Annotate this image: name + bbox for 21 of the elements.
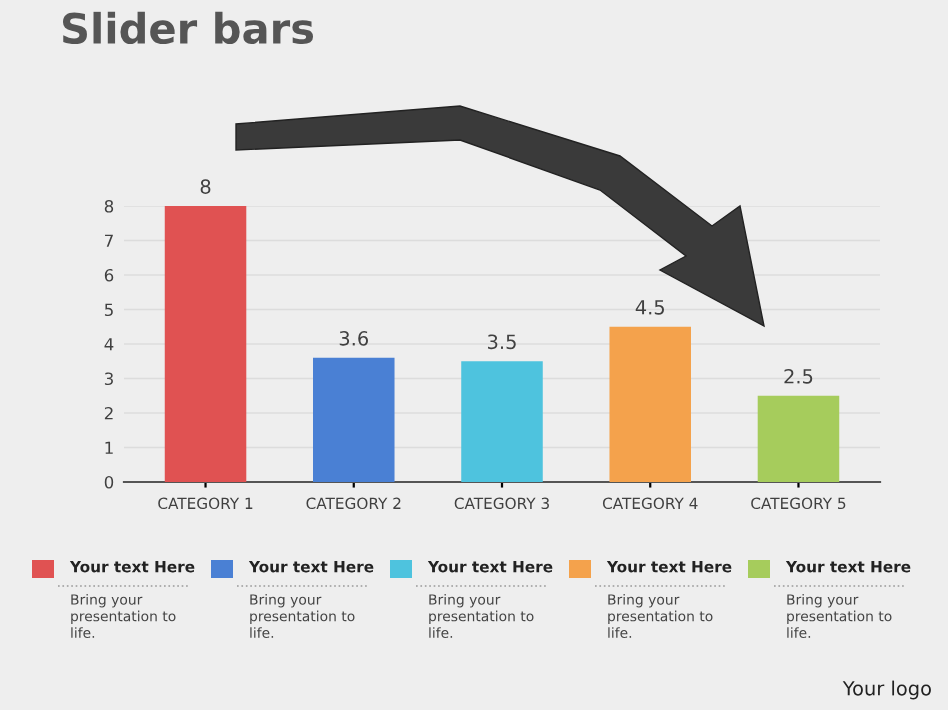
y-tick-label: 1 xyxy=(105,441,113,454)
bar xyxy=(313,357,395,482)
y-tick-label: 8 xyxy=(104,199,114,213)
chart-title: Slider bars xyxy=(62,11,314,45)
y-tick-label: 6 xyxy=(104,268,114,282)
y-tick-label: 3 xyxy=(104,372,113,386)
data-label: 3.5 xyxy=(488,334,516,350)
y-tick-label: 4 xyxy=(104,338,114,351)
data-label: 8 xyxy=(200,179,211,194)
bar xyxy=(164,206,247,482)
bar xyxy=(461,361,543,482)
data-label: 4.5 xyxy=(635,300,664,315)
y-tick-label: 5 xyxy=(104,303,113,317)
y-tick-label: 2 xyxy=(104,406,113,420)
text: Your logo xyxy=(842,680,931,700)
data-label: 2.5 xyxy=(784,368,813,384)
data-label: 3.6 xyxy=(339,330,368,346)
y-tick-label: 0 xyxy=(104,475,114,489)
bar xyxy=(609,326,691,482)
y-tick-label: 7 xyxy=(105,234,113,247)
bar xyxy=(757,395,840,482)
